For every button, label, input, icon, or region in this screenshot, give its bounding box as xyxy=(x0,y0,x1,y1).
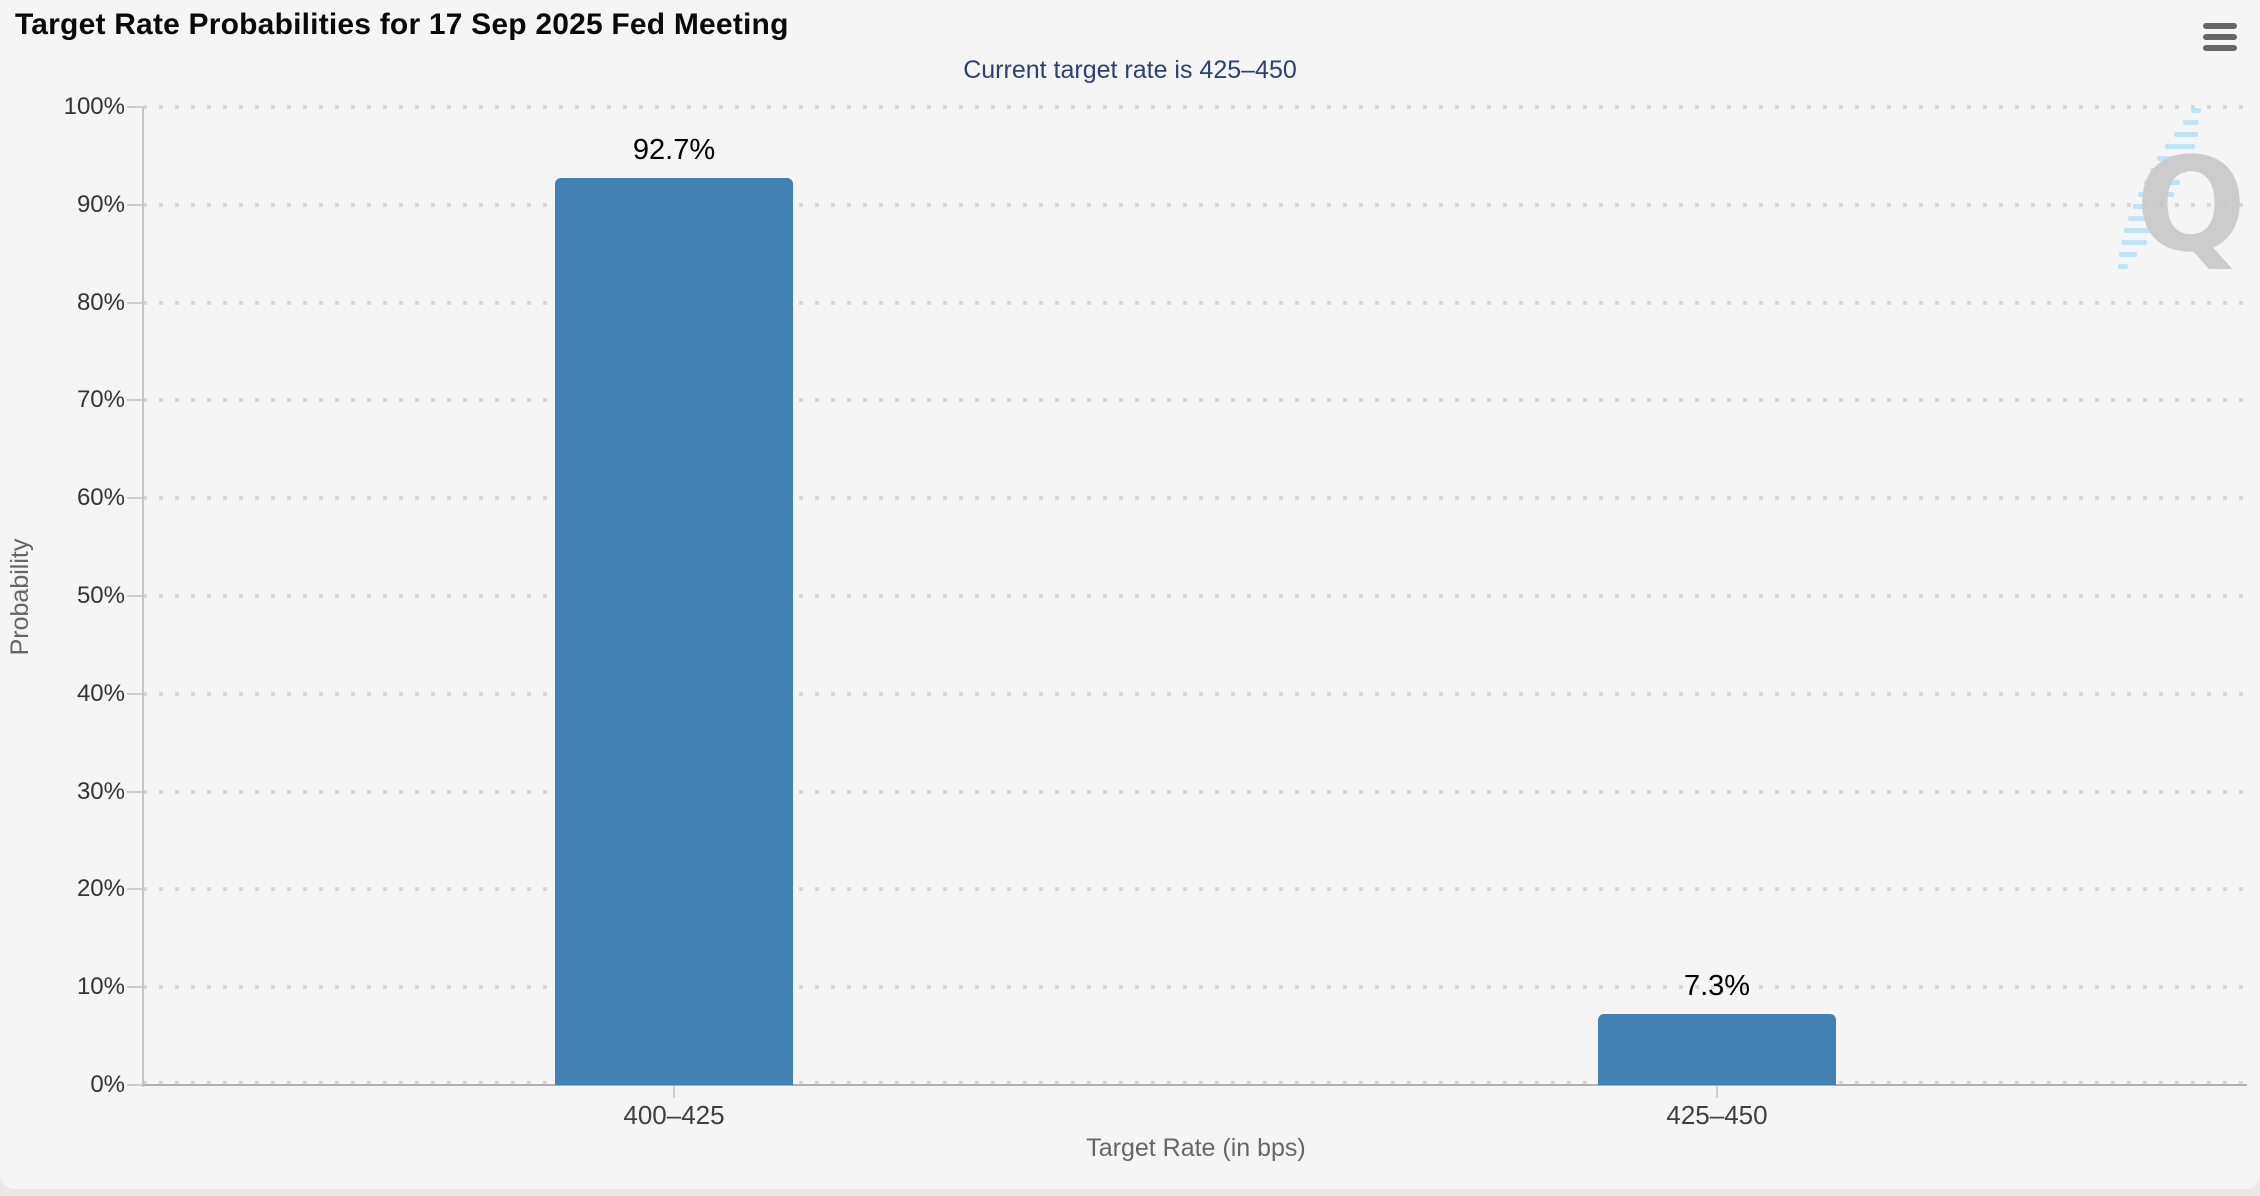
hamburger-menu-icon xyxy=(2203,45,2237,51)
bar-value-label: 7.3% xyxy=(1683,969,1751,1002)
y-axis-tick xyxy=(127,203,143,206)
y-gridline xyxy=(143,594,2247,598)
y-gridline xyxy=(143,887,2247,892)
x-axis-line xyxy=(143,1084,2247,1086)
chart-title: Target Rate Probabilities for 17 Sep 202… xyxy=(15,8,789,41)
x-axis-tick xyxy=(1716,1086,1718,1098)
y-axis-tick-label: 30% xyxy=(76,777,125,805)
y-axis-tick-label: 80% xyxy=(76,288,125,316)
x-axis-tick xyxy=(673,1086,675,1098)
y-axis-tick xyxy=(127,1084,143,1086)
y-axis-tick-label: 40% xyxy=(76,679,125,707)
export-menu-button[interactable] xyxy=(2199,16,2245,58)
y-gridline xyxy=(143,1081,2247,1085)
y-axis-tick xyxy=(127,106,143,108)
hamburger-menu-icon xyxy=(2203,23,2237,29)
y-axis-tick xyxy=(127,692,143,695)
y-axis-tick xyxy=(127,399,143,402)
bar-value-label: 92.7% xyxy=(632,134,716,167)
y-axis-tick-label: 10% xyxy=(76,973,125,1001)
y-axis-line xyxy=(142,107,144,1087)
y-gridline xyxy=(143,789,2247,794)
y-gridline xyxy=(143,985,2247,990)
x-axis-category-label: 425–450 xyxy=(1666,1100,1768,1130)
y-axis-tick-label: 60% xyxy=(76,484,125,512)
y-gridline xyxy=(143,105,2247,109)
y-axis-tick-label: 0% xyxy=(90,1071,125,1098)
y-axis-tick-label: 50% xyxy=(76,582,125,609)
y-axis-tick-label: 100% xyxy=(63,93,125,120)
watermark-q-letter: Q xyxy=(2136,129,2247,281)
y-axis-tick-label: 90% xyxy=(76,190,125,218)
y-axis-tick-label: 70% xyxy=(76,386,125,414)
chart-subtitle: Current target rate is 425–450 xyxy=(963,56,1297,84)
y-gridline xyxy=(143,300,2247,305)
hamburger-menu-icon xyxy=(2203,34,2237,40)
y-gridline xyxy=(143,691,2247,696)
y-axis-tick xyxy=(127,497,143,500)
y-axis-tick xyxy=(127,986,143,989)
quikstrike-watermark-icon: Q xyxy=(2118,108,2247,281)
y-axis-tick-label: 20% xyxy=(76,875,125,903)
y-axis-tick xyxy=(127,301,143,304)
watermark-slash xyxy=(2118,108,2201,269)
y-gridline xyxy=(143,496,2247,501)
y-axis-title: Probability xyxy=(6,538,34,656)
y-axis-tick xyxy=(127,790,143,793)
x-axis-category-label: 400–425 xyxy=(623,1100,725,1130)
probability-bar[interactable] xyxy=(1598,1013,1836,1085)
probability-bar[interactable] xyxy=(555,178,793,1085)
y-gridline xyxy=(143,398,2247,403)
y-axis-tick xyxy=(127,888,143,891)
y-gridline xyxy=(143,202,2247,207)
x-axis-title: Target Rate (in bps) xyxy=(1086,1134,1306,1162)
y-axis-tick xyxy=(127,595,143,597)
